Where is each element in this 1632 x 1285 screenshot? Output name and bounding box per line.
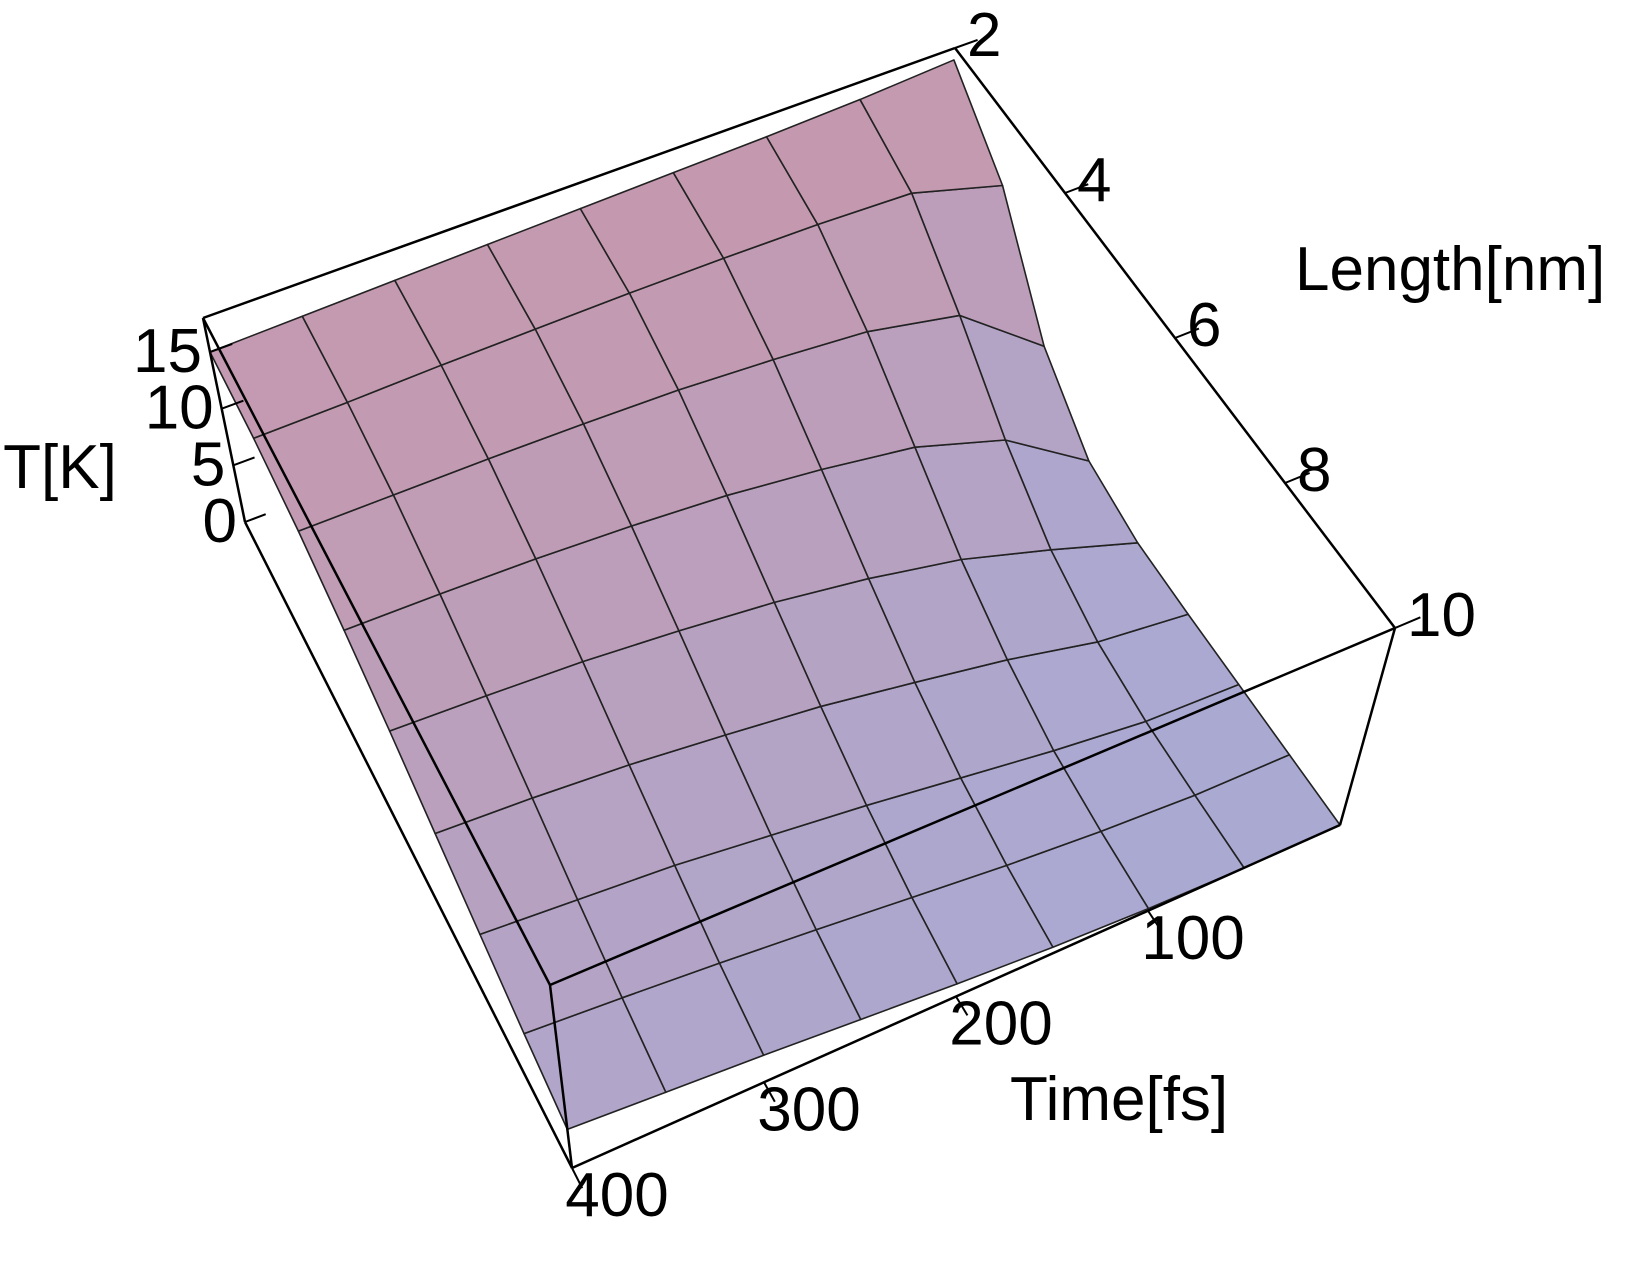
- x-tick: [955, 995, 969, 1016]
- box-edge: [548, 984, 574, 1169]
- box-edge: [243, 521, 574, 1169]
- y-tick-label: 6: [1187, 291, 1221, 360]
- z-tick-label: 0: [203, 487, 237, 556]
- z-tick: [221, 399, 244, 410]
- box-edge: [1338, 627, 1397, 826]
- y-tick-label: 4: [1077, 146, 1111, 215]
- y-tick-label: 2: [967, 1, 1001, 70]
- x-tick-label: 300: [757, 1075, 860, 1144]
- y-tick: [1174, 327, 1200, 339]
- z-tick: [244, 513, 267, 523]
- box-edge: [202, 46, 956, 320]
- x-tick-label: 200: [949, 990, 1052, 1059]
- y-tick: [1064, 183, 1089, 194]
- x-tick: [1147, 910, 1161, 930]
- x-tick: [571, 1167, 584, 1189]
- box-edge: [549, 626, 1396, 987]
- x-tick-label: 100: [1141, 904, 1244, 973]
- z-tick: [232, 456, 255, 467]
- z-tick-label: 10: [145, 374, 214, 443]
- z-tick: [209, 343, 233, 353]
- x-axis-label: Time[fs]: [1010, 1065, 1228, 1134]
- z-tick-label: 5: [191, 430, 225, 499]
- y-tick-label: 10: [1407, 581, 1476, 650]
- y-tick: [1284, 472, 1311, 484]
- y-axis-label: Length[nm]: [1295, 235, 1605, 304]
- y-tick-label: 8: [1297, 436, 1331, 505]
- x-tick: [763, 1081, 776, 1103]
- y-tick: [1394, 616, 1421, 629]
- box-edge: [201, 317, 552, 986]
- y-tick: [954, 38, 978, 49]
- x-tick-label: 400: [565, 1161, 668, 1230]
- z-axis-label: T[K]: [3, 433, 117, 502]
- surface-patch: [765, 98, 913, 226]
- z-tick-label: 15: [133, 317, 202, 386]
